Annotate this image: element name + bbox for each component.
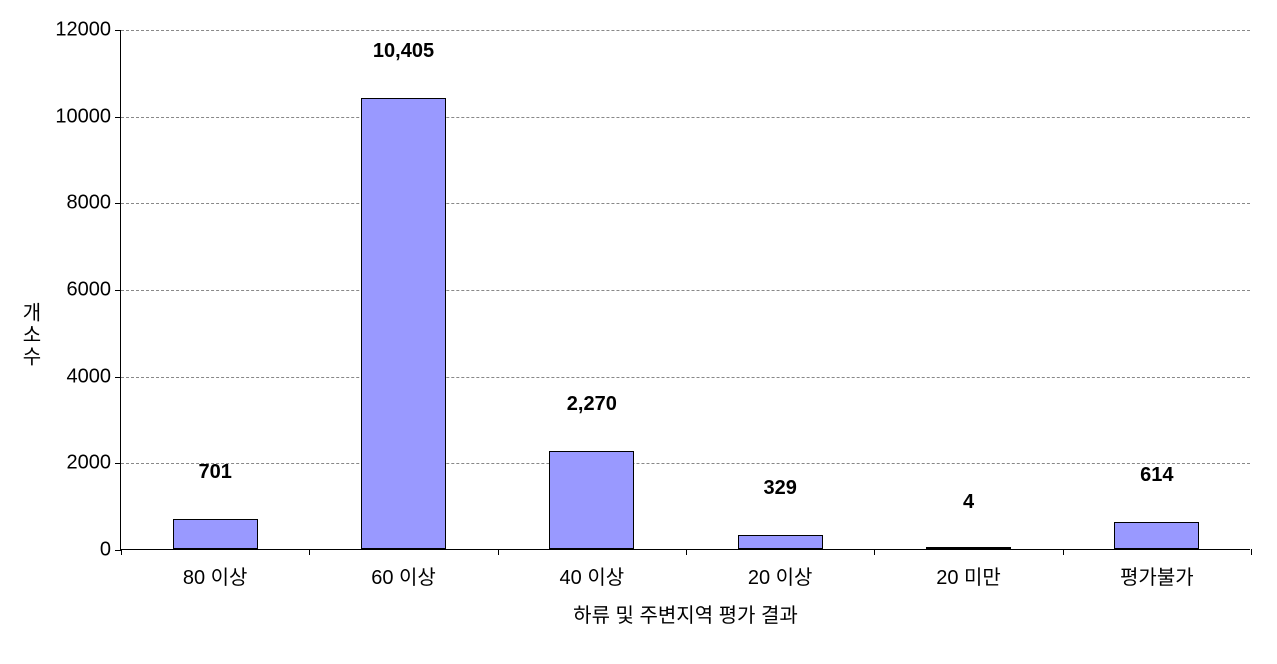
x-tick-mark xyxy=(1063,549,1064,555)
grid-line xyxy=(121,377,1250,378)
y-tick-label: 2000 xyxy=(67,452,122,475)
y-tick-label: 0 xyxy=(100,539,121,562)
bar xyxy=(549,451,634,549)
chart-container: 개소수 하류 및 주변지역 평가 결과 02000400060008000100… xyxy=(40,20,1260,650)
y-tick-label: 10000 xyxy=(55,105,121,128)
x-tick-mark xyxy=(686,549,687,555)
grid-line xyxy=(121,30,1250,31)
data-label: 10,405 xyxy=(373,40,434,69)
y-tick-label: 6000 xyxy=(67,279,122,302)
x-tick-mark xyxy=(498,549,499,555)
x-tick-label: 40 이상 xyxy=(560,549,625,590)
data-label: 2,270 xyxy=(567,393,617,422)
y-tick-label: 12000 xyxy=(55,19,121,42)
data-label: 701 xyxy=(198,461,231,490)
x-tick-label: 60 이상 xyxy=(371,549,436,590)
data-label: 614 xyxy=(1140,464,1173,493)
grid-line xyxy=(121,203,1250,204)
x-tick-mark xyxy=(121,549,122,555)
plot-area: 하류 및 주변지역 평가 결과 020004000600080001000012… xyxy=(120,30,1250,550)
grid-line xyxy=(121,117,1250,118)
data-label: 4 xyxy=(963,491,974,520)
x-tick-label: 80 이상 xyxy=(183,549,248,590)
x-tick-mark xyxy=(1251,549,1252,555)
bar xyxy=(1114,522,1199,549)
y-axis-label: 개소수 xyxy=(16,302,45,368)
y-tick-label: 8000 xyxy=(67,192,122,215)
x-tick-label: 평가불가 xyxy=(1120,549,1194,590)
bar xyxy=(173,519,258,549)
x-tick-label: 20 미만 xyxy=(936,549,1001,590)
grid-line xyxy=(121,290,1250,291)
y-tick-label: 4000 xyxy=(67,365,122,388)
bar xyxy=(361,98,446,549)
x-tick-label: 20 이상 xyxy=(748,549,813,590)
x-tick-mark xyxy=(874,549,875,555)
grid-line xyxy=(121,463,1250,464)
data-label: 329 xyxy=(763,477,796,506)
x-tick-mark xyxy=(309,549,310,555)
bar xyxy=(738,535,823,549)
